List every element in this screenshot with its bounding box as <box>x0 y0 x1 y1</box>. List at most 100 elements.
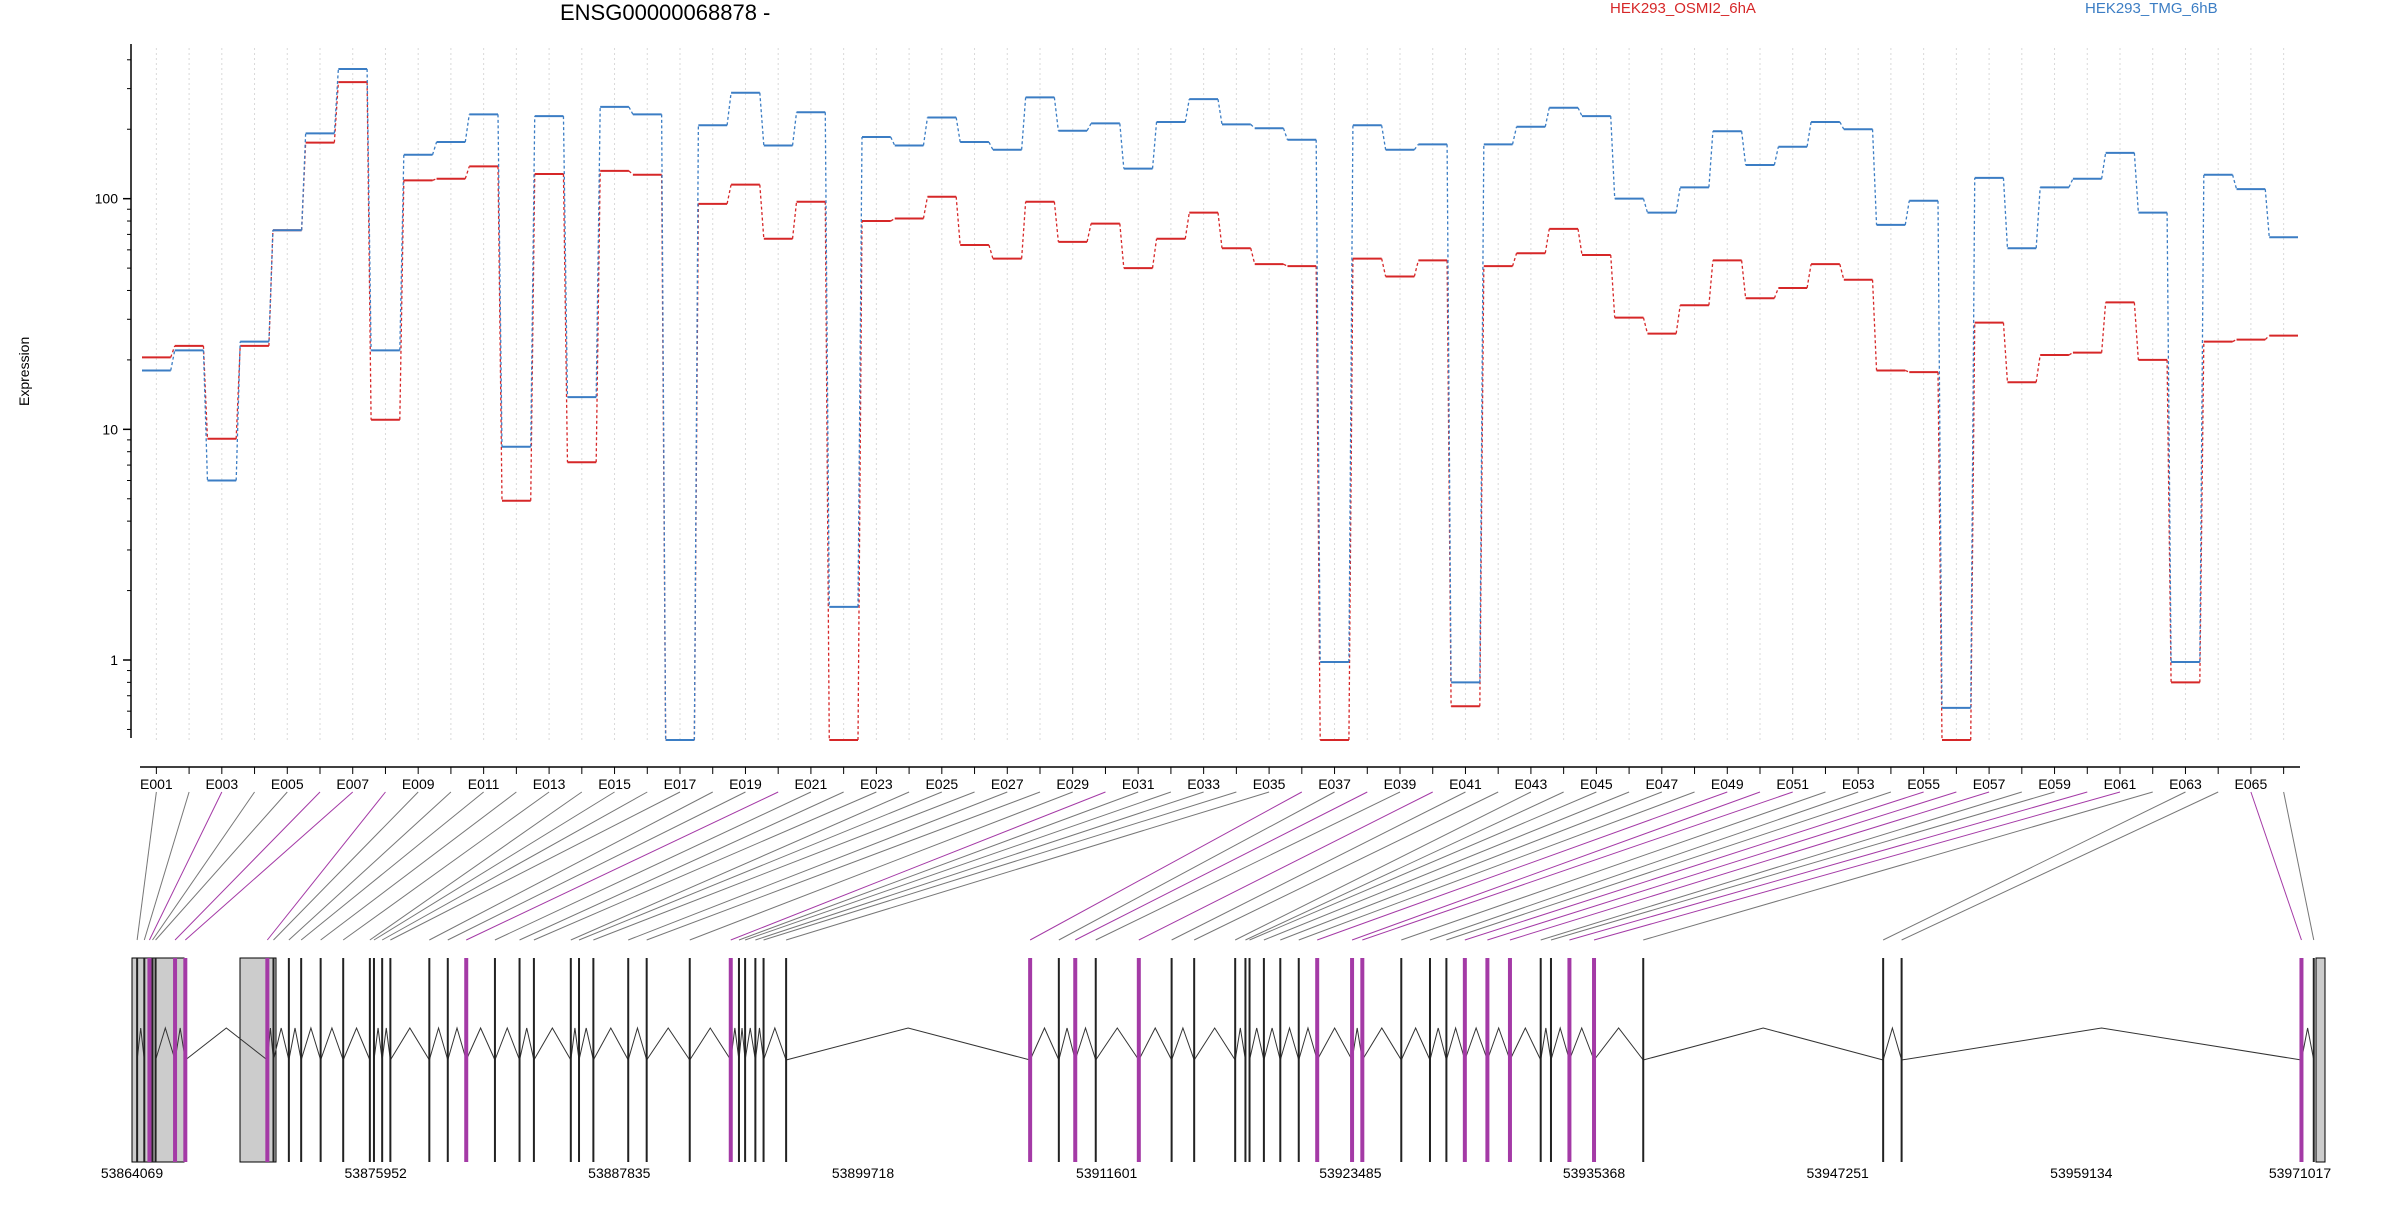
x-tick-label: E003 <box>205 776 238 792</box>
exon-bar <box>183 958 188 1162</box>
step-connector <box>693 125 700 741</box>
step-connector <box>170 345 176 358</box>
intron <box>1279 1026 1300 1061</box>
x-tick-label: E015 <box>598 776 631 792</box>
step-connector <box>333 82 340 143</box>
exon-bar <box>1350 958 1355 1162</box>
intron <box>1643 1027 1884 1061</box>
exon-bar <box>688 958 691 1162</box>
exon-connector <box>1234 791 1532 941</box>
x-tick-label: E011 <box>468 776 500 792</box>
step-connector <box>1315 139 1321 663</box>
exon-bar <box>1248 958 1251 1162</box>
x-tick-label: E039 <box>1384 776 1417 792</box>
step-connector <box>628 106 634 115</box>
step-connector <box>988 141 994 151</box>
step-connector <box>366 68 372 351</box>
coordinate-label: 53911601 <box>1076 1165 1137 1181</box>
exon-connector <box>1569 791 2088 941</box>
exon-bar <box>446 958 449 1162</box>
step-connector <box>235 341 241 481</box>
y-tick-label: 100 <box>95 191 119 207</box>
exon-connector <box>1249 791 1597 941</box>
exon-bar <box>381 958 384 1162</box>
exon-connector <box>143 791 190 941</box>
step-connector <box>1871 129 1878 225</box>
exon-connector <box>738 791 1139 941</box>
step-connector <box>1053 201 1060 242</box>
x-tick-label: E035 <box>1253 776 1286 792</box>
exon-connector <box>1509 791 1990 941</box>
exon-bar <box>1567 958 1572 1162</box>
exon-bar <box>1193 958 1196 1162</box>
step-connector <box>1381 258 1387 277</box>
intron <box>1445 1026 1466 1061</box>
exon-connector <box>1095 791 1401 941</box>
exon-bar <box>173 958 178 1162</box>
step-connector <box>1446 260 1452 707</box>
exon-bar <box>2299 958 2304 1162</box>
step-connector <box>1806 264 1812 289</box>
intron <box>578 1027 594 1061</box>
step-connector <box>1773 287 1779 299</box>
exon-connector <box>1901 791 2219 941</box>
coordinate-label: 53887835 <box>588 1165 651 1181</box>
exon-bar <box>1279 958 1282 1162</box>
coordinate-label: 53971017 <box>2269 1165 2332 1181</box>
intron <box>494 1026 521 1061</box>
intron <box>320 1026 344 1061</box>
step-connector <box>2133 152 2140 213</box>
exon-connector <box>273 791 419 941</box>
intron <box>1361 1027 1402 1061</box>
exon-connector <box>578 791 943 941</box>
exon-bar <box>287 958 290 1162</box>
intron <box>1234 1027 1246 1061</box>
intron <box>1400 1026 1431 1061</box>
exon-connector <box>1193 791 1499 941</box>
step-connector <box>693 203 700 741</box>
exon-connector <box>1464 791 1924 941</box>
x-tick-label: E007 <box>336 776 369 792</box>
exon-connector <box>689 791 1073 941</box>
exon-bar <box>1445 958 1448 1162</box>
exon-connector <box>1446 791 1892 941</box>
step-connector <box>464 166 470 179</box>
step-connector <box>497 114 503 447</box>
step-connector <box>1282 128 1289 141</box>
exon-bar <box>728 958 733 1162</box>
intron <box>1486 1026 1511 1061</box>
step-connector <box>759 92 765 146</box>
exon-bar <box>1428 958 1431 1162</box>
exon-bar <box>578 958 581 1162</box>
intron <box>570 1027 580 1061</box>
exon-bar <box>1400 958 1403 1162</box>
step-connector <box>1479 266 1485 707</box>
exon-connector <box>184 791 354 941</box>
intron <box>185 1027 268 1061</box>
intron <box>738 1027 746 1061</box>
step-connector <box>1250 123 1256 129</box>
intron <box>1171 1026 1195 1061</box>
step-connector <box>300 133 307 231</box>
exon-bar <box>1028 958 1033 1162</box>
step-connector <box>562 116 569 398</box>
step-connector <box>1348 125 1354 663</box>
step-connector <box>1970 177 1976 708</box>
step-connector <box>268 230 274 342</box>
exon-bar <box>368 958 371 1162</box>
intron <box>1029 1026 1060 1061</box>
step-connector <box>1315 266 1321 741</box>
exon-bar <box>1234 958 1237 1162</box>
step-connector <box>1250 248 1256 265</box>
exon-bar <box>428 958 431 1162</box>
x-tick-label: E047 <box>1645 776 1678 792</box>
step-connector <box>202 345 209 439</box>
intron <box>1316 1026 1353 1061</box>
intron <box>447 1026 467 1061</box>
exon-bar <box>1539 958 1542 1162</box>
x-tick-label: E055 <box>1907 776 1940 792</box>
exon-bar <box>569 958 572 1162</box>
step-connector <box>170 350 176 371</box>
exon-connector <box>1263 791 1630 941</box>
